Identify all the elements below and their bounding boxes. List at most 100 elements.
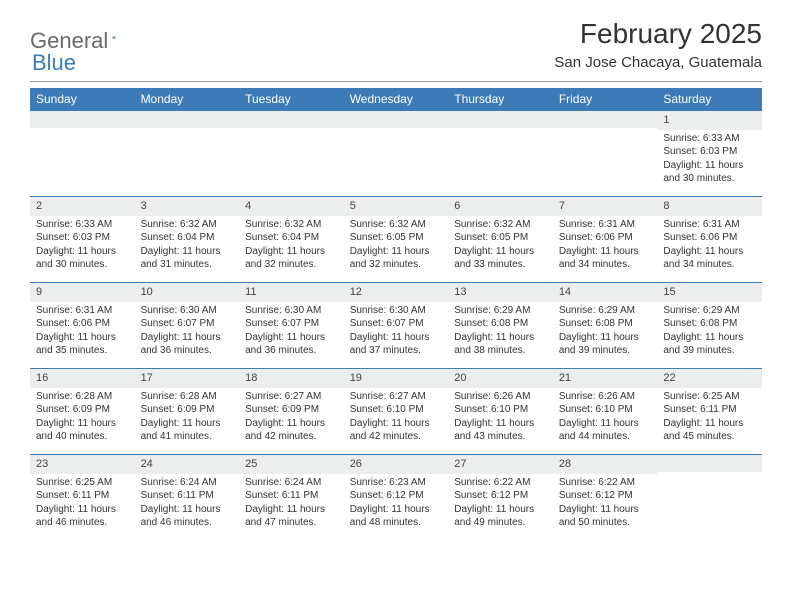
daylight-text: Daylight: 11 hours and 31 minutes. [141, 245, 234, 272]
sunrise-text: Sunrise: 6:27 AM [350, 390, 443, 404]
sunrise-text: Sunrise: 6:32 AM [350, 218, 443, 232]
calendar-row: 2Sunrise: 6:33 AMSunset: 6:03 PMDaylight… [30, 196, 762, 282]
daylight-text: Daylight: 11 hours and 41 minutes. [141, 417, 234, 444]
day-details: Sunrise: 6:32 AMSunset: 6:04 PMDaylight:… [135, 216, 240, 274]
day-details: Sunrise: 6:30 AMSunset: 6:07 PMDaylight:… [135, 302, 240, 360]
day-details: Sunrise: 6:31 AMSunset: 6:06 PMDaylight:… [657, 216, 762, 274]
day-number: 26 [344, 454, 449, 474]
sunrise-text: Sunrise: 6:26 AM [559, 390, 652, 404]
sunset-text: Sunset: 6:05 PM [350, 231, 443, 245]
calendar-cell: 27Sunrise: 6:22 AMSunset: 6:12 PMDayligh… [448, 454, 553, 540]
day-number: 19 [344, 368, 449, 388]
sunset-text: Sunset: 6:12 PM [454, 489, 547, 503]
calendar-cell: 25Sunrise: 6:24 AMSunset: 6:11 PMDayligh… [239, 454, 344, 540]
day-details: Sunrise: 6:31 AMSunset: 6:06 PMDaylight:… [553, 216, 658, 274]
empty-daynum-bar [448, 110, 553, 128]
daylight-text: Daylight: 11 hours and 48 minutes. [350, 503, 443, 530]
weekday-header-row: SundayMondayTuesdayWednesdayThursdayFrid… [30, 88, 762, 110]
calendar-cell: 18Sunrise: 6:27 AMSunset: 6:09 PMDayligh… [239, 368, 344, 454]
logo-text-blue: Blue [32, 50, 76, 75]
calendar-cell: 22Sunrise: 6:25 AMSunset: 6:11 PMDayligh… [657, 368, 762, 454]
daylight-text: Daylight: 11 hours and 37 minutes. [350, 331, 443, 358]
sunset-text: Sunset: 6:06 PM [36, 317, 129, 331]
sunset-text: Sunset: 6:08 PM [454, 317, 547, 331]
day-number: 22 [657, 368, 762, 388]
sunset-text: Sunset: 6:09 PM [245, 403, 338, 417]
calendar-cell: 4Sunrise: 6:32 AMSunset: 6:04 PMDaylight… [239, 196, 344, 282]
day-details: Sunrise: 6:27 AMSunset: 6:09 PMDaylight:… [239, 388, 344, 446]
day-number: 7 [553, 196, 658, 216]
sunset-text: Sunset: 6:10 PM [350, 403, 443, 417]
calendar-cell: 2Sunrise: 6:33 AMSunset: 6:03 PMDaylight… [30, 196, 135, 282]
sunset-text: Sunset: 6:09 PM [36, 403, 129, 417]
daylight-text: Daylight: 11 hours and 46 minutes. [36, 503, 129, 530]
day-number: 5 [344, 196, 449, 216]
daylight-text: Daylight: 11 hours and 30 minutes. [663, 159, 756, 186]
daylight-text: Daylight: 11 hours and 43 minutes. [454, 417, 547, 444]
day-details: Sunrise: 6:32 AMSunset: 6:04 PMDaylight:… [239, 216, 344, 274]
calendar-cell: 14Sunrise: 6:29 AMSunset: 6:08 PMDayligh… [553, 282, 658, 368]
calendar-cell: 11Sunrise: 6:30 AMSunset: 6:07 PMDayligh… [239, 282, 344, 368]
calendar-cell: 5Sunrise: 6:32 AMSunset: 6:05 PMDaylight… [344, 196, 449, 282]
day-details: Sunrise: 6:28 AMSunset: 6:09 PMDaylight:… [30, 388, 135, 446]
day-number: 3 [135, 196, 240, 216]
calendar-cell-empty [344, 110, 449, 196]
daylight-text: Daylight: 11 hours and 38 minutes. [454, 331, 547, 358]
day-details: Sunrise: 6:22 AMSunset: 6:12 PMDaylight:… [448, 474, 553, 532]
daylight-text: Daylight: 11 hours and 36 minutes. [245, 331, 338, 358]
sunset-text: Sunset: 6:11 PM [36, 489, 129, 503]
daylight-text: Daylight: 11 hours and 34 minutes. [663, 245, 756, 272]
day-number: 2 [30, 196, 135, 216]
sunrise-text: Sunrise: 6:28 AM [36, 390, 129, 404]
sunrise-text: Sunrise: 6:27 AM [245, 390, 338, 404]
sunset-text: Sunset: 6:08 PM [663, 317, 756, 331]
page-header: General February 2025 San Jose Chacaya, … [0, 0, 792, 77]
weekday-header: Sunday [30, 88, 135, 110]
calendar-cell: 6Sunrise: 6:32 AMSunset: 6:05 PMDaylight… [448, 196, 553, 282]
day-number: 14 [553, 282, 658, 302]
calendar-cell: 16Sunrise: 6:28 AMSunset: 6:09 PMDayligh… [30, 368, 135, 454]
day-number: 12 [344, 282, 449, 302]
month-title: February 2025 [554, 18, 762, 50]
daylight-text: Daylight: 11 hours and 39 minutes. [663, 331, 756, 358]
title-block: February 2025 San Jose Chacaya, Guatemal… [554, 18, 762, 71]
day-number: 1 [657, 110, 762, 130]
calendar-cell: 24Sunrise: 6:24 AMSunset: 6:11 PMDayligh… [135, 454, 240, 540]
sunrise-text: Sunrise: 6:33 AM [663, 132, 756, 146]
day-number: 20 [448, 368, 553, 388]
day-details: Sunrise: 6:24 AMSunset: 6:11 PMDaylight:… [135, 474, 240, 532]
calendar-cell: 7Sunrise: 6:31 AMSunset: 6:06 PMDaylight… [553, 196, 658, 282]
calendar-cell: 15Sunrise: 6:29 AMSunset: 6:08 PMDayligh… [657, 282, 762, 368]
weekday-header: Monday [135, 88, 240, 110]
sunset-text: Sunset: 6:11 PM [245, 489, 338, 503]
calendar-cell: 26Sunrise: 6:23 AMSunset: 6:12 PMDayligh… [344, 454, 449, 540]
day-details: Sunrise: 6:26 AMSunset: 6:10 PMDaylight:… [553, 388, 658, 446]
sunrise-text: Sunrise: 6:25 AM [36, 476, 129, 490]
sunrise-text: Sunrise: 6:29 AM [559, 304, 652, 318]
day-details: Sunrise: 6:23 AMSunset: 6:12 PMDaylight:… [344, 474, 449, 532]
logo-triangle-icon [112, 29, 115, 45]
day-number: 8 [657, 196, 762, 216]
calendar-row: 9Sunrise: 6:31 AMSunset: 6:06 PMDaylight… [30, 282, 762, 368]
empty-daynum-bar [239, 110, 344, 128]
sunset-text: Sunset: 6:08 PM [559, 317, 652, 331]
day-details: Sunrise: 6:29 AMSunset: 6:08 PMDaylight:… [553, 302, 658, 360]
day-details: Sunrise: 6:27 AMSunset: 6:10 PMDaylight:… [344, 388, 449, 446]
sunset-text: Sunset: 6:06 PM [559, 231, 652, 245]
calendar-cell-empty [239, 110, 344, 196]
calendar-cell: 19Sunrise: 6:27 AMSunset: 6:10 PMDayligh… [344, 368, 449, 454]
calendar-cell: 1Sunrise: 6:33 AMSunset: 6:03 PMDaylight… [657, 110, 762, 196]
sunset-text: Sunset: 6:11 PM [141, 489, 234, 503]
daylight-text: Daylight: 11 hours and 30 minutes. [36, 245, 129, 272]
daylight-text: Daylight: 11 hours and 42 minutes. [350, 417, 443, 444]
sunrise-text: Sunrise: 6:23 AM [350, 476, 443, 490]
daylight-text: Daylight: 11 hours and 50 minutes. [559, 503, 652, 530]
daylight-text: Daylight: 11 hours and 44 minutes. [559, 417, 652, 444]
calendar-cell: 20Sunrise: 6:26 AMSunset: 6:10 PMDayligh… [448, 368, 553, 454]
day-number: 28 [553, 454, 658, 474]
sunrise-text: Sunrise: 6:22 AM [454, 476, 547, 490]
daylight-text: Daylight: 11 hours and 35 minutes. [36, 331, 129, 358]
sunrise-text: Sunrise: 6:30 AM [245, 304, 338, 318]
day-details: Sunrise: 6:29 AMSunset: 6:08 PMDaylight:… [657, 302, 762, 360]
sunrise-text: Sunrise: 6:26 AM [454, 390, 547, 404]
